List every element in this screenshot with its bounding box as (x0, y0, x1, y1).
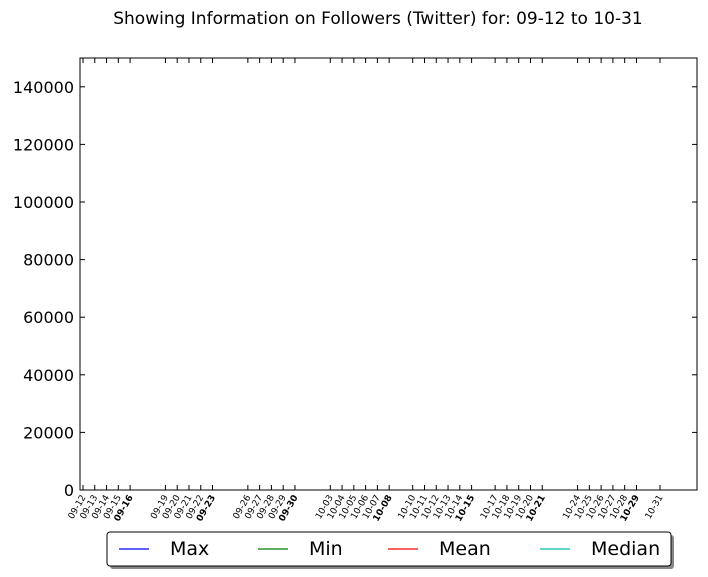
y-tick-label: 140000 (13, 78, 74, 97)
legend-label-min: Min (309, 538, 343, 560)
x-tick-label: 10-31 (644, 494, 666, 522)
y-axis: 0 20000 40000 60000 80000 100000 120000 140000 (13, 78, 697, 500)
y-tick-label: 0 (64, 481, 74, 500)
legend-label-median: Median (591, 538, 660, 560)
y-tick-label: 60000 (23, 308, 74, 327)
y-tick-label: 120000 (13, 135, 74, 154)
chart-title: Showing Information on Followers (Twitte… (113, 9, 643, 29)
y-tick-label: 40000 (23, 366, 74, 385)
legend: Max Min Mean Median (106, 531, 674, 569)
y-tick-label: 80000 (23, 251, 74, 270)
plot-area (79, 57, 698, 491)
y-tick-label: 100000 (13, 193, 74, 212)
legend-label-mean: Mean (439, 538, 491, 560)
y-tick-label: 20000 (23, 423, 74, 442)
legend-label-max: Max (170, 538, 209, 560)
